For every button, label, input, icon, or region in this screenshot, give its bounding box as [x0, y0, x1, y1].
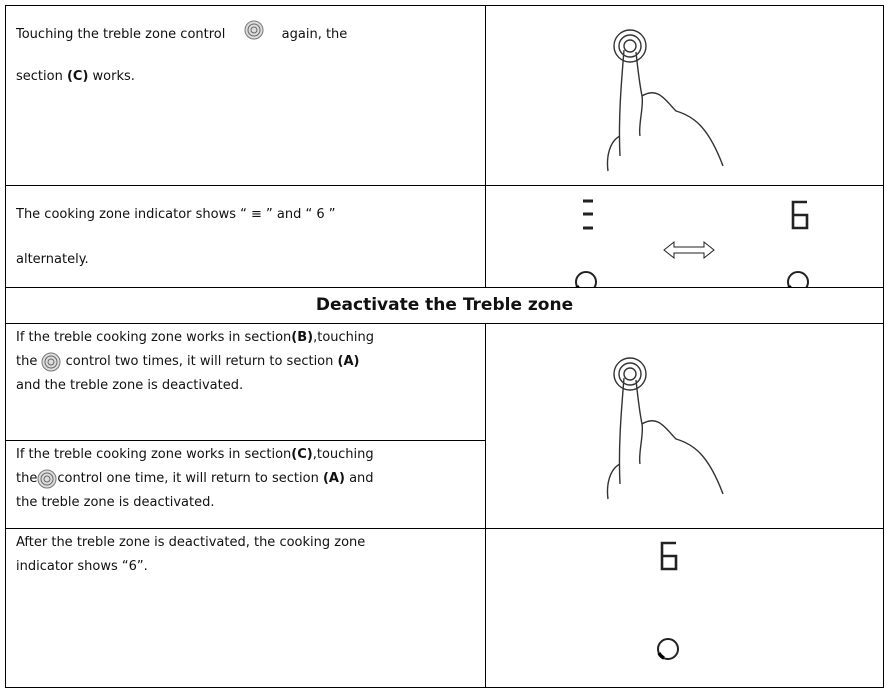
text: the treble zone is deactivated.	[16, 495, 215, 510]
text: (B)	[291, 330, 314, 345]
cell: If the treble cooking zone works in sect…	[5, 440, 486, 529]
cell	[485, 185, 884, 288]
text: Touching the treble zone control	[16, 27, 226, 42]
finger-image	[606, 29, 724, 172]
text: control one time, it will return to sect…	[57, 471, 319, 486]
cell	[485, 5, 884, 186]
text: indicator shows “6”.	[16, 559, 148, 574]
cell: The cooking zone indicator shows “ ≡ ” a…	[5, 185, 486, 288]
indicator-image	[656, 541, 680, 661]
text: and	[349, 471, 374, 486]
text: After the treble zone is deactivated, th…	[16, 535, 366, 550]
text: control two times, it will return to sec…	[65, 354, 334, 369]
cell: After the treble zone is deactivated, th…	[5, 528, 486, 688]
cell: If the treble cooking zone works in sect…	[5, 323, 486, 441]
section-heading: Deactivate the Treble zone	[5, 287, 884, 324]
text: If the treble cooking zone works in sect…	[16, 447, 292, 462]
icon	[41, 352, 61, 371]
indicator-image	[574, 199, 810, 288]
finger-image	[606, 357, 724, 500]
text: The cooking zone indicator shows “ ≡ ” a…	[16, 207, 336, 222]
text: If the treble cooking zone works in sect…	[16, 330, 292, 345]
text: ,touching	[312, 447, 374, 462]
text: and the treble zone is deactivated.	[16, 378, 244, 393]
text: the	[16, 354, 38, 369]
text: section	[16, 69, 63, 84]
icon	[37, 469, 57, 488]
text: ,touching	[313, 330, 375, 345]
cell	[485, 323, 884, 529]
text: (A)	[337, 354, 360, 369]
cell	[485, 528, 884, 688]
text: the	[16, 471, 38, 486]
text: alternately.	[16, 252, 89, 267]
icon	[244, 20, 264, 40]
text: again, the	[281, 27, 348, 42]
text: (C)	[291, 447, 313, 462]
text: (A)	[322, 471, 345, 486]
cell: Touching the treble zone control again, …	[5, 5, 486, 186]
text: (C)	[66, 69, 89, 84]
text: works.	[92, 69, 135, 84]
